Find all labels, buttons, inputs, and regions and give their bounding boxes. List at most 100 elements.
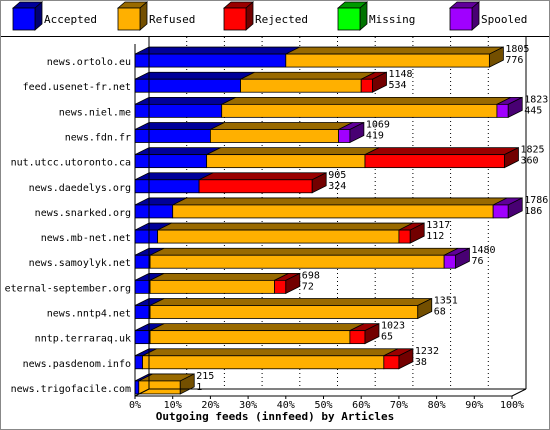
bar-segment-front (206, 154, 366, 169)
bar-row (134, 348, 414, 370)
bar-segment-rejected (364, 147, 519, 169)
bar-row (134, 146, 519, 169)
bar-row (134, 222, 425, 244)
bar-segment-front (138, 380, 181, 395)
bar-row (134, 247, 470, 269)
bar-segment-accepted (134, 197, 187, 219)
bar-side (455, 247, 470, 269)
bar-side (372, 71, 387, 93)
bar-segment-accepted (134, 46, 300, 68)
offered-count-label: 1023 (381, 321, 405, 332)
category-label: news.trigofacile.com (11, 384, 131, 395)
x-axis-depth-line (511, 388, 527, 397)
legend-label-accepted: Accepted (44, 13, 97, 26)
category-label: nntp.terraraq.uk (35, 334, 131, 345)
legend-swatch (449, 7, 473, 31)
accepted-count-label: 76 (471, 256, 483, 267)
category-label: news.nntp4.net (47, 309, 131, 320)
bar-segment-front (221, 103, 498, 118)
bar-row (134, 71, 387, 93)
category-label: news.mb-net.net (41, 233, 131, 244)
bar-segment-front (134, 380, 140, 395)
x-axis-title: Outgoing feeds (innfeed) by Articles (156, 410, 394, 423)
accepted-count-label: 534 (389, 80, 407, 91)
bar-segment-top (149, 247, 459, 256)
category-label: news.pasdenom.info (23, 359, 131, 370)
offered-count-label: 1825 (520, 145, 544, 156)
category-labels: news.ortolo.eu feed.usenet-fr.net news.nie… (5, 57, 131, 395)
offered-count-label: 1232 (415, 346, 439, 357)
bar-side (488, 46, 504, 68)
bar-segment-front (149, 305, 419, 319)
offered-count-label: 1317 (426, 220, 450, 231)
offered-count-label: 1480 (471, 245, 495, 256)
bar-segment-refused (149, 323, 365, 345)
category-label: eternal-september.org (5, 283, 131, 294)
bar-side (409, 222, 425, 244)
legend-label-missing: Missing (369, 13, 415, 26)
bar-segment-front (383, 355, 400, 370)
bar-segment-front (134, 305, 151, 319)
offered-count-label: 905 (328, 170, 346, 181)
accepted-count-label: 65 (381, 332, 393, 343)
bar-segment-front (134, 279, 151, 294)
bar-segment-front (198, 179, 313, 194)
bar-side (507, 96, 523, 119)
bar-segment-front (149, 254, 445, 269)
accepted-count-label: 72 (302, 281, 314, 292)
bar-segment-front (496, 103, 509, 118)
bar-segment-refused (149, 272, 289, 294)
bar-segment-refused (142, 348, 398, 370)
bar-segment-front (338, 129, 351, 143)
offered-count-label: 1805 (505, 44, 529, 55)
legend-label-rejected: Rejected (255, 13, 308, 26)
bar-segment-front (149, 279, 275, 294)
category-label: nut.utcc.utoronto.ca (11, 158, 131, 169)
category-label: news.fdn.fr (65, 133, 131, 144)
bar-segment-front (134, 179, 200, 194)
bar-segment-top (240, 71, 376, 80)
bar-segment-top (134, 147, 221, 156)
bar-segment-refused (240, 71, 376, 93)
bar-segment-refused (206, 147, 380, 169)
legend-item-accepted: Accepted (11, 1, 97, 31)
bar-segment-top (221, 96, 512, 105)
bar-row (134, 297, 433, 320)
bar-segment-front (492, 204, 509, 219)
bar-side (398, 348, 414, 370)
bar-segment-refused (285, 46, 504, 68)
x-tick-label: 20% (201, 400, 219, 411)
offered-count-label: 215 (196, 371, 214, 382)
bar-segment-front (134, 154, 208, 169)
x-tick-label: 70% (390, 400, 408, 411)
bar-segment-top (157, 222, 414, 231)
offered-count-label: 698 (302, 270, 320, 281)
bar-segment-front (134, 254, 151, 269)
bar-row (134, 172, 327, 194)
category-label: news.niel.me (59, 107, 131, 118)
x-tick-label: 10% (164, 400, 182, 411)
bar-segment-top (149, 298, 432, 306)
legend: Accepted Refused Rejected Missing Spooled (11, 1, 527, 31)
bar-row (134, 46, 504, 68)
bar-segment-accepted (134, 96, 236, 118)
bar-segment-front (134, 204, 174, 219)
bar-segment-top (134, 71, 255, 80)
accepted-count-label: 1 (196, 382, 202, 393)
legend-swatch (223, 7, 247, 31)
accepted-count-label: 186 (524, 206, 542, 217)
legend-swatch (12, 7, 36, 31)
accepted-count-label: 112 (426, 231, 444, 242)
bar-segment-rejected (383, 348, 414, 370)
bar-side (417, 297, 433, 320)
accepted-count-label: 38 (415, 357, 427, 368)
bar-segment-front (142, 355, 385, 370)
bar-row (134, 322, 380, 345)
legend-item-refused: Refused (116, 1, 195, 31)
x-axis-depth-line (134, 388, 150, 397)
accepted-count-label: 776 (505, 55, 523, 66)
bar-row (134, 272, 301, 295)
bar-segment-refused (221, 96, 512, 118)
x-tick-label: 40% (277, 400, 295, 411)
